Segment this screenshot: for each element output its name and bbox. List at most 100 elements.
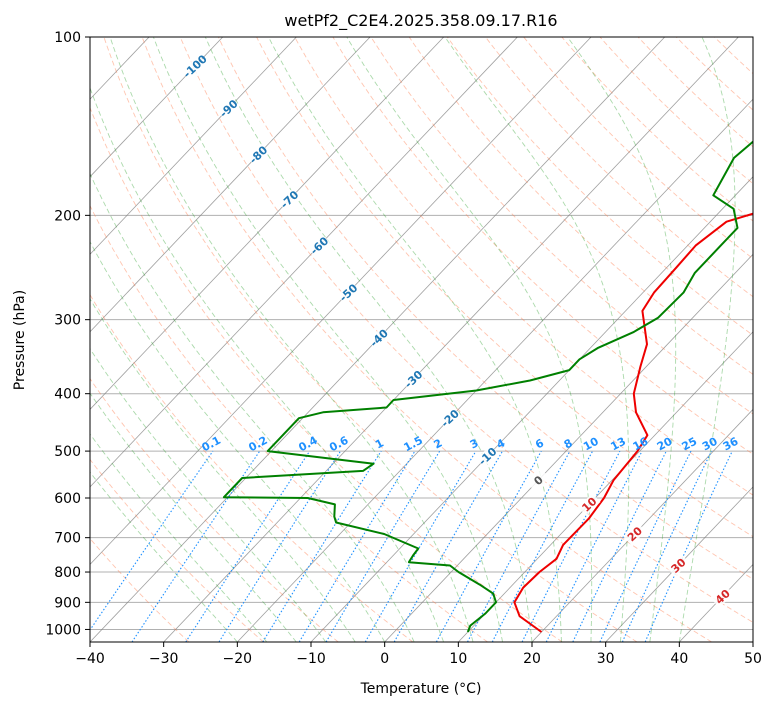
isotherm-label-bg <box>183 54 207 78</box>
mixing-ratio-label: 30 <box>700 435 720 454</box>
y-tick-label: 800 <box>54 565 81 581</box>
y-tick-label: 600 <box>54 491 81 507</box>
background-lines <box>90 37 753 642</box>
x-tick-label: −30 <box>149 651 179 667</box>
mixing-ratio-label: 16 <box>631 435 651 454</box>
x-tick-label: 40 <box>670 651 688 667</box>
y-axis-label: Pressure (hPa) <box>12 290 28 390</box>
dewpoint-profile-line <box>222 140 753 633</box>
mixing-ratio-line <box>572 450 667 642</box>
isotherm-line <box>310 176 753 642</box>
moist-adiabat <box>444 37 630 642</box>
mixing-ratio-label: 10 <box>581 435 601 454</box>
mixing-ratio-line <box>491 450 594 642</box>
moist-adiabat <box>346 37 593 642</box>
moist-adiabat <box>90 86 445 642</box>
x-tick-label: −10 <box>296 651 326 667</box>
mixing-ratio-line <box>599 450 692 642</box>
x-tick-label: −40 <box>75 651 105 667</box>
isotherm-label-bg <box>577 493 601 516</box>
x-tick-label: −20 <box>223 651 253 667</box>
isotherm-label-bg <box>307 234 331 257</box>
isotherm-line <box>90 37 592 566</box>
dry-adiabat <box>217 37 753 580</box>
isotherm-label-bg <box>711 585 734 608</box>
isotherm-line <box>90 37 518 488</box>
dry-adiabat <box>485 37 753 298</box>
y-tick-label: 1000 <box>45 622 81 638</box>
dry-adiabat <box>561 37 753 222</box>
dry-adiabat <box>103 37 638 642</box>
mixing-ratio-line <box>521 450 621 642</box>
moist-adiabat <box>109 37 474 642</box>
dry-adiabat <box>408 37 753 375</box>
axis-ticks: −40 −30 −20 −10 0 10 20 30 40 50 100 200 300 400 500 60… <box>45 30 762 667</box>
moist-adiabat <box>90 240 386 642</box>
isotherm-line <box>605 486 753 642</box>
dry-adiabat <box>256 37 753 538</box>
moist-adiabat <box>204 37 533 642</box>
moist-adiabat <box>268 37 562 642</box>
moist-adiabat <box>90 297 356 642</box>
y-tick-label: 700 <box>54 531 81 547</box>
mixing-ratio-line <box>218 450 341 642</box>
mixing-ratio-line <box>621 450 712 642</box>
isotherm-line <box>90 37 371 333</box>
isotherm-label-bg <box>401 367 425 391</box>
moist-adiabat <box>152 37 503 642</box>
plot-frame <box>89 36 754 643</box>
mixing-ratio-label: 20 <box>655 435 675 454</box>
mixing-ratio-line <box>435 450 542 642</box>
isotherm-line <box>90 37 445 410</box>
isotherm-label-bg <box>246 143 270 166</box>
dry-adiabat <box>90 458 264 642</box>
isotherm-line <box>163 37 739 642</box>
x-axis-label: Temperature (°C) <box>360 681 482 697</box>
x-tick-label: 0 <box>380 651 389 667</box>
isotherm-line <box>237 98 753 642</box>
isotherm-line <box>458 331 753 642</box>
isotherm-label-bg <box>217 97 241 120</box>
x-tick-label: 30 <box>597 651 615 667</box>
mixing-ratio-line <box>545 450 643 642</box>
mixing-ratio-line <box>298 450 416 642</box>
mixing-ratio-line <box>185 450 311 642</box>
moist-adiabat <box>567 37 677 642</box>
mixing-ratio-line <box>467 450 571 642</box>
isotherm-label-bg <box>623 522 647 546</box>
y-tick-label: 400 <box>54 387 81 403</box>
isotherm-label-bg <box>666 554 690 577</box>
isotherm-label-bg <box>336 281 360 304</box>
x-tick-label: 20 <box>523 651 541 667</box>
mixing-ratio-label: 36 <box>721 435 741 454</box>
dry-adiabat <box>637 37 753 148</box>
temperature-profile-line <box>513 212 753 633</box>
dry-adiabat <box>332 37 753 455</box>
dry-adiabat <box>294 37 753 496</box>
isotherm-label-bg <box>526 469 550 492</box>
isotherm-label-bg <box>277 188 301 211</box>
y-tick-label: 900 <box>54 595 81 611</box>
moist-adiabat <box>90 347 327 642</box>
isotherm-label-bg <box>438 406 462 430</box>
isotherm-line <box>90 37 297 255</box>
isotherm-label-bg <box>476 444 499 468</box>
sounding-lines <box>222 140 753 633</box>
dry-adiabat <box>599 37 753 185</box>
dry-adiabat <box>90 106 563 642</box>
chart-title: wetPf2_C2E4.2025.358.09.17.R16 <box>284 11 557 31</box>
mixing-ratio-label: 13 <box>608 435 628 454</box>
x-tick-label: 50 <box>744 651 762 667</box>
moist-adiabat <box>678 37 736 642</box>
y-tick-label: 100 <box>54 30 81 46</box>
y-tick-label: 500 <box>54 444 81 460</box>
mixing-ratio-line <box>90 450 214 631</box>
isotherm-line <box>384 253 753 642</box>
moist-adiabat <box>90 172 415 642</box>
dry-adiabat <box>90 204 488 642</box>
isotherm-label-bg <box>367 326 391 350</box>
isotherm-line <box>90 37 224 178</box>
y-tick-label: 300 <box>54 313 81 329</box>
mixing-ratio-line <box>364 450 477 642</box>
